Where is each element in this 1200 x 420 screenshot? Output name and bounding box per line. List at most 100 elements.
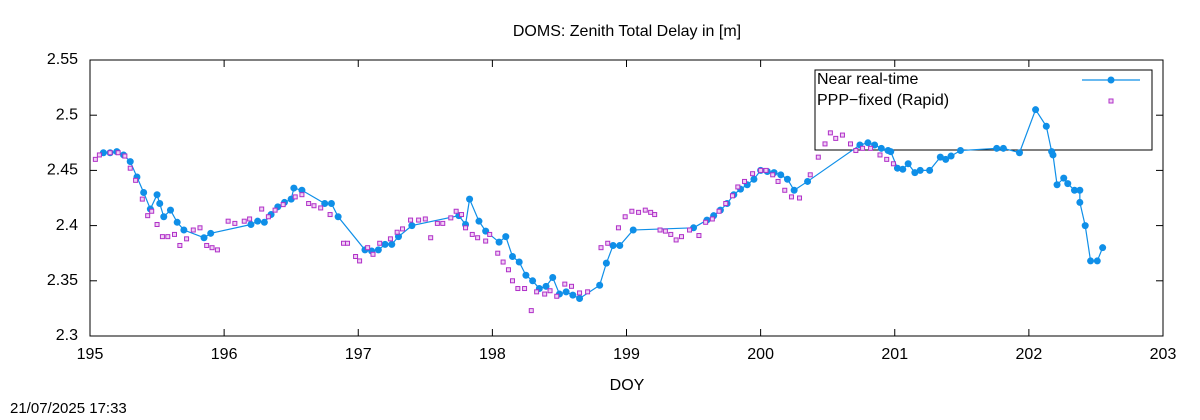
data-point	[1042, 122, 1050, 130]
data-point	[394, 233, 402, 241]
data-point	[868, 145, 874, 151]
data-point	[515, 286, 521, 292]
data-point	[750, 171, 756, 177]
data-point	[893, 164, 901, 172]
data-point	[703, 219, 709, 225]
data-point	[247, 220, 255, 228]
data-point	[629, 226, 637, 234]
data-point	[487, 231, 493, 237]
data-point	[549, 273, 557, 281]
data-point	[662, 228, 668, 234]
data-point	[804, 177, 812, 185]
data-point	[864, 139, 872, 147]
data-point	[1076, 198, 1084, 206]
y-tick-label: 2.35	[47, 272, 78, 289]
data-point	[1076, 186, 1084, 194]
data-point	[318, 205, 324, 211]
data-point	[254, 217, 262, 225]
data-point	[280, 202, 286, 208]
data-point	[576, 294, 584, 302]
data-point	[475, 235, 481, 241]
data-point	[259, 206, 265, 212]
data-point	[290, 184, 298, 192]
data-point	[884, 156, 890, 162]
data-point	[388, 240, 396, 248]
data-point	[327, 200, 335, 208]
data-point	[652, 212, 658, 218]
data-point	[96, 152, 102, 158]
data-point	[500, 259, 506, 265]
data-point	[509, 278, 515, 284]
data-point	[911, 169, 919, 177]
data-point	[993, 144, 1001, 152]
data-point	[782, 187, 788, 193]
data-point	[569, 283, 575, 289]
data-point	[1015, 149, 1023, 157]
y-tick-label: 2.4	[56, 217, 78, 234]
data-point	[562, 288, 570, 296]
data-point	[149, 208, 155, 214]
data-point	[815, 154, 821, 160]
legend-label: PPP−fixed (Rapid)	[817, 92, 949, 109]
data-point	[648, 209, 654, 215]
data-point	[696, 233, 702, 239]
data-point	[926, 166, 934, 174]
data-point	[629, 208, 635, 214]
data-point	[207, 229, 215, 237]
data-point	[459, 212, 465, 218]
data-point	[357, 258, 363, 264]
data-point	[750, 175, 758, 183]
data-point	[247, 216, 253, 222]
data-point	[1087, 257, 1095, 265]
data-point	[306, 201, 312, 207]
data-point	[209, 245, 215, 251]
data-point	[668, 231, 674, 237]
data-point	[853, 148, 859, 154]
data-point	[190, 227, 196, 233]
x-axis-label: DOY	[610, 377, 645, 394]
data-point	[775, 178, 781, 184]
data-point	[1060, 174, 1068, 182]
data-point	[374, 246, 382, 254]
data-point	[353, 254, 359, 260]
data-point	[636, 209, 642, 215]
data-point	[777, 171, 785, 179]
data-point	[365, 245, 371, 251]
data-point	[735, 184, 741, 190]
data-point	[448, 215, 454, 221]
x-tick-label: 201	[881, 346, 908, 363]
data-point	[678, 234, 684, 240]
data-point	[463, 225, 469, 231]
data-point	[159, 234, 165, 240]
data-point	[377, 240, 383, 246]
data-point	[428, 235, 434, 241]
data-point	[127, 165, 133, 171]
data-point	[232, 220, 238, 226]
data-point	[92, 156, 98, 162]
data-point	[298, 186, 306, 194]
data-point	[1099, 244, 1107, 252]
data-point	[173, 218, 181, 226]
data-point	[197, 225, 203, 231]
data-point	[126, 158, 134, 166]
data-point	[311, 203, 317, 209]
data-point	[1093, 257, 1101, 265]
data-point	[1049, 151, 1057, 159]
chart-title: DOMS: Zenith Total Delay in [m]	[513, 23, 741, 40]
data-point	[225, 218, 231, 224]
data-point	[180, 226, 188, 234]
data-point	[327, 212, 333, 218]
data-point	[400, 226, 406, 232]
data-point	[502, 233, 510, 241]
data-point	[515, 258, 523, 266]
data-point	[887, 148, 895, 156]
data-point	[534, 289, 540, 295]
data-point	[797, 195, 803, 201]
data-point	[673, 237, 679, 243]
y-tick-label: 2.3	[56, 327, 78, 344]
data-point	[569, 291, 577, 299]
data-point	[602, 259, 610, 267]
data-point	[657, 227, 663, 233]
data-point	[616, 241, 624, 249]
